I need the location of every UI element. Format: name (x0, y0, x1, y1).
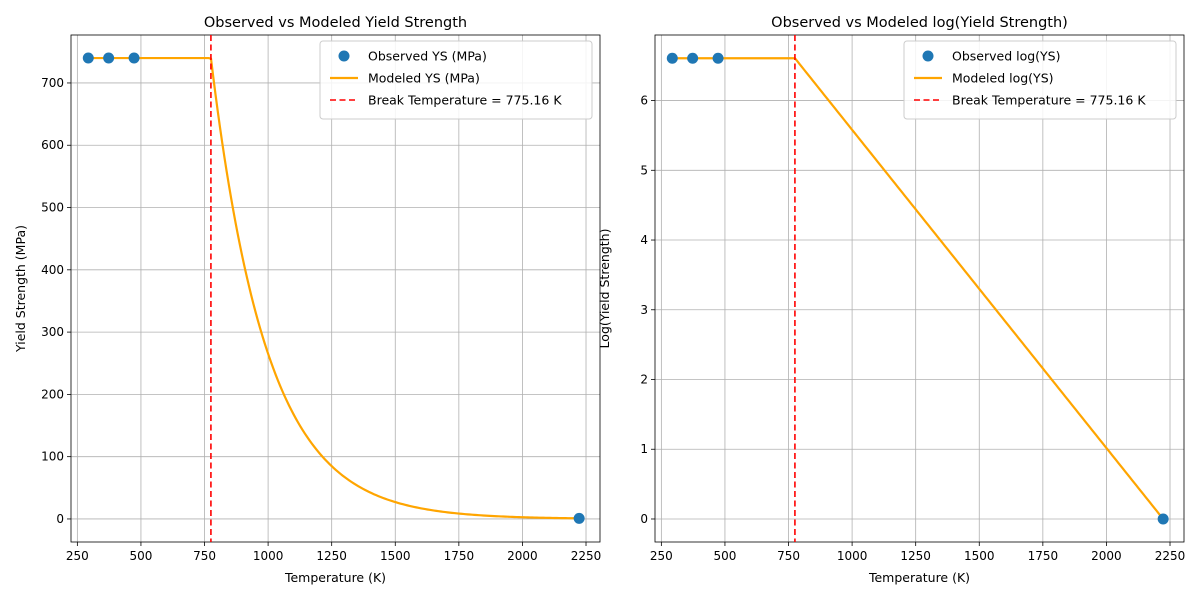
x-axis-label: Temperature (K) (284, 570, 386, 585)
x-tick-label: 1500 (964, 549, 995, 563)
axes-frame (654, 34, 1185, 543)
legend-box (903, 40, 1177, 120)
legend-marker-observed (338, 50, 350, 62)
y-tick-label: 200 (41, 387, 64, 401)
x-tick-label: 1500 (380, 549, 411, 563)
x-tick-label: 1750 (444, 549, 475, 563)
x-tick-label: 2000 (1091, 549, 1122, 563)
y-tick-label: 700 (41, 76, 64, 90)
x-axis-label: Temperature (K) (868, 570, 970, 585)
chart-panel-yield-strength: 250 500 750 1000 1250 1500 1750 2000 2250 0 100 200… (13, 15, 601, 585)
y-tick-label: 1 (640, 442, 648, 456)
y-axis-label: Yield Strength (MPa) (13, 225, 28, 353)
observed-point (128, 52, 140, 64)
x-tick-label: 2000 (507, 549, 538, 563)
observed-point (666, 52, 678, 64)
y-tick-label: 500 (41, 201, 64, 215)
y-tick-label: 400 (41, 263, 64, 277)
observed-point (712, 52, 724, 64)
y-tick-label: 2 (640, 373, 648, 387)
x-tick-label: 500 (129, 549, 152, 563)
y-tick-label: 0 (56, 512, 64, 526)
y-tick-label: 100 (41, 450, 64, 464)
y-tick-label: 3 (640, 303, 648, 317)
chart-title: Observed vs Modeled log(Yield Strength) (771, 15, 1068, 31)
legend-label-modeled: Modeled log(YS) (952, 71, 1054, 86)
y-tick-label: 4 (640, 233, 648, 247)
x-tick-label: 250 (650, 549, 673, 563)
legend-marker-observed (922, 50, 934, 62)
legend-label-break: Break Temperature = 775.16 K (368, 93, 562, 108)
observed-point (103, 52, 115, 64)
legend-label-observed: Observed YS (MPa) (368, 49, 487, 64)
observed-point (687, 52, 699, 64)
y-axis-label: Log(Yield Strength) (597, 229, 612, 349)
x-tick-label: 1250 (900, 549, 931, 563)
y-tick-label: 300 (41, 325, 64, 339)
legend-label-modeled: Modeled YS (MPa) (368, 71, 480, 86)
legend-label-break: Break Temperature = 775.16 K (952, 93, 1146, 108)
y-tick-label: 6 (640, 94, 648, 108)
chart-panel-log-yield-strength: 250 500 750 1000 1250 1500 1750 2000 2250 0 1 2 3 4 5 6… (597, 15, 1185, 585)
y-tick-label: 600 (41, 138, 64, 152)
x-tick-label: 1000 (253, 549, 284, 563)
modeled-series-line (88, 56, 580, 520)
legend-box (319, 40, 593, 120)
x-tick-label: 750 (777, 549, 800, 563)
x-tick-label: 1250 (316, 549, 347, 563)
axes-frame (70, 34, 601, 543)
x-tick-label: 500 (713, 549, 736, 563)
x-tick-label: 2250 (571, 549, 602, 563)
chart-title: Observed vs Modeled Yield Strength (204, 15, 467, 31)
x-tick-label: 2250 (1155, 549, 1186, 563)
legend-label-observed: Observed log(YS) (952, 49, 1061, 64)
observed-point (1157, 513, 1169, 525)
observed-point (82, 52, 94, 64)
observed-point (573, 512, 585, 524)
modeled-series-line (672, 57, 1165, 520)
x-tick-label: 1000 (837, 549, 868, 563)
x-tick-label: 1750 (1028, 549, 1059, 563)
x-tick-label: 750 (193, 549, 216, 563)
y-tick-label: 0 (640, 512, 648, 526)
y-tick-label: 5 (640, 163, 648, 177)
x-tick-label: 250 (66, 549, 89, 563)
